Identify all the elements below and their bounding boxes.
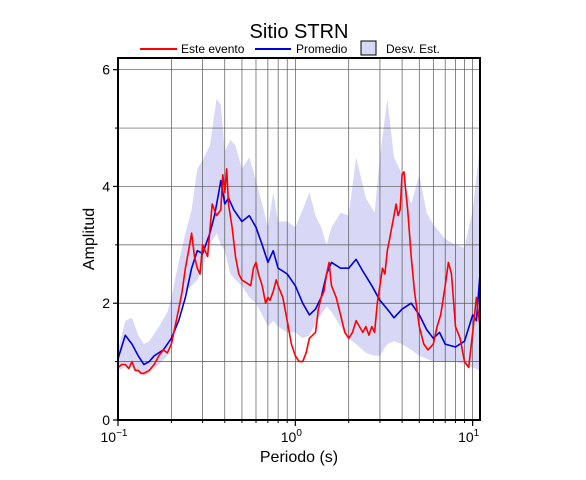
legend-label-promedio: Promedio (296, 42, 348, 56)
y-tick-label: 4 (102, 178, 110, 194)
y-tick-label: 2 (102, 295, 110, 311)
y-tick-label: 0 (102, 412, 110, 428)
legend-label-este-evento: Este evento (181, 42, 245, 56)
x-tick-label: 10−1 (101, 428, 128, 445)
y-axis-label: Amplitud (81, 208, 98, 270)
series-line-este-evento (118, 168, 480, 375)
legend: Este evento Promedio Desv. Est. (140, 40, 440, 56)
std-band-layer (118, 98, 480, 377)
x-axis-label: Periodo (s) (260, 449, 338, 466)
x-tick-label: 101 (458, 428, 480, 445)
tick-layer: 0 2 4 6 10−1 100 101 (101, 62, 480, 445)
legend-swatch-desv-est (360, 40, 377, 56)
series-layer (118, 168, 480, 375)
y-tick-label: 6 (102, 62, 110, 78)
legend-label-desv-est: Desv. Est. (386, 42, 440, 56)
plot-frame (117, 57, 481, 421)
std-dev-band (118, 98, 480, 377)
chart-title: Sitio STRN (250, 21, 349, 43)
x-tick-label: 100 (281, 428, 303, 445)
